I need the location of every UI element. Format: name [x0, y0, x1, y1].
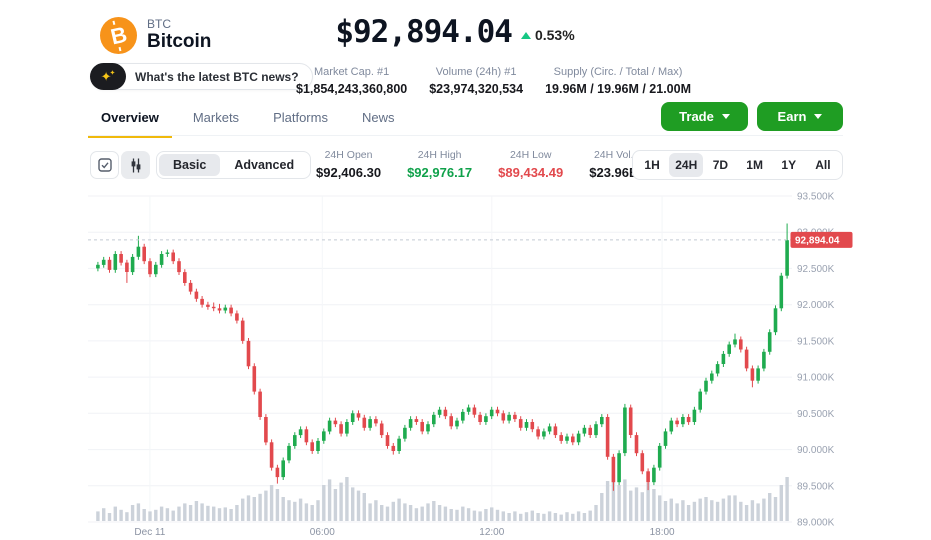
range-1h[interactable]: 1H: [644, 158, 660, 172]
daily-stat: 24H Low $89,434.49: [498, 149, 563, 180]
stat-label: 24H Low: [509, 149, 552, 161]
market-stat: Market Cap. #1 $1,854,243,360,800: [296, 66, 407, 96]
y-axis-label: 90.500K: [797, 409, 835, 420]
price-change: 0.53%: [520, 27, 575, 43]
tab-overview[interactable]: Overview: [88, 104, 172, 138]
range-7d[interactable]: 7D: [712, 158, 729, 172]
x-axis-label: 06:00: [310, 527, 335, 538]
current-price: $92,894.04: [335, 14, 513, 50]
price-chart[interactable]: 89.000K 89.500K 90.000K 90.500K 91.000K 91.50…: [0, 188, 931, 540]
trade-button[interactable]: Trade: [661, 102, 748, 131]
stat-value: $1,854,243,360,800: [296, 82, 408, 96]
range-all[interactable]: All: [815, 158, 831, 172]
earn-button[interactable]: Earn: [757, 102, 843, 131]
candlestick-view-button[interactable]: [121, 151, 150, 179]
tab-bar: Overview Markets Platforms News: [88, 104, 407, 138]
last-price-label: 92,894.04: [795, 235, 840, 246]
y-axis-label: 92.000K: [797, 300, 835, 311]
up-arrow-icon: [520, 31, 531, 39]
range-1y[interactable]: 1Y: [781, 158, 797, 172]
range-1m[interactable]: 1M: [746, 158, 763, 172]
stat-label: Market Cap. #1: [314, 66, 390, 78]
stat-value: $92,406.30: [316, 165, 382, 180]
candlestick-icon: [131, 158, 140, 172]
price-change-pct: 0.53%: [534, 27, 575, 43]
x-axis-label: 12:00: [479, 527, 504, 538]
stat-label: 24H Vol.: [593, 149, 634, 161]
y-axis-label: 89.500K: [797, 481, 835, 492]
latest-news-button[interactable]: ✦ ✦ What's the latest BTC news?: [90, 63, 313, 90]
tab-markets[interactable]: Markets: [192, 110, 240, 125]
time-range-selector: 1H 24H 7D 1M 1Y All: [632, 150, 843, 180]
stat-value: 19.96M / 19.96M / 21.00M: [545, 82, 691, 96]
chart-mode-switch: Basic Advanced: [156, 151, 312, 179]
coin-name: Bitcoin: [147, 31, 212, 52]
tab-news[interactable]: News: [361, 110, 395, 125]
tab-platforms[interactable]: Platforms: [273, 110, 328, 125]
mode-advanced[interactable]: Advanced: [234, 158, 295, 172]
news-prompt-label: What's the latest BTC news?: [135, 69, 299, 84]
market-stat: Supply (Circ. / Total / Max) 19.96M / 19…: [545, 66, 691, 96]
x-axis-label: 18:00: [650, 527, 675, 538]
stat-label: Volume (24h) #1: [435, 66, 517, 78]
tab-divider: [88, 135, 843, 136]
mode-basic[interactable]: Basic: [159, 154, 221, 176]
daily-stat: 24H Vol. $23.96B: [589, 149, 638, 180]
last-price-tag: [790, 231, 853, 248]
sparkle-icon: ✦ ✦: [90, 63, 126, 90]
daily-stat: 24H High $92,976.17: [407, 149, 472, 180]
chevron-down-icon: [814, 114, 823, 119]
stat-value: $89,434.49: [498, 165, 564, 180]
daily-stats: 24H Open $92,406.30 24H High $92,976.17 …: [316, 149, 638, 180]
stat-label: 24H Open: [324, 149, 373, 161]
y-axis-label: 89.000K: [797, 518, 835, 529]
y-axis-label: 92.500K: [797, 264, 835, 275]
compare-checkbox-button[interactable]: [90, 151, 119, 179]
daily-stat: 24H Open $92,406.30: [316, 149, 381, 180]
market-stats: Market Cap. #1 $1,854,243,360,800 Volume…: [296, 66, 691, 96]
stat-value: $23,974,320,534: [429, 82, 524, 96]
y-axis-label: 91.000K: [797, 373, 835, 384]
chevron-down-icon: [721, 114, 730, 119]
coin-symbol: BTC: [147, 17, 171, 31]
stat-label: Supply (Circ. / Total / Max): [553, 66, 683, 78]
checkbox-icon: [97, 158, 112, 172]
range-24h[interactable]: 24H: [669, 153, 704, 177]
y-axis-label: 93.500K: [797, 192, 835, 203]
y-axis-label: 91.500K: [797, 336, 835, 347]
bitcoin-logo-icon: B: [100, 17, 137, 54]
x-axis-label: Dec 11: [134, 527, 165, 538]
stat-label: 24H High: [417, 149, 462, 161]
stat-value: $23.96B: [589, 165, 639, 180]
stat-value: $92,976.17: [407, 165, 473, 180]
y-axis-label: 90.000K: [797, 445, 835, 456]
market-stat: Volume (24h) #1 $23,974,320,534: [429, 66, 523, 96]
